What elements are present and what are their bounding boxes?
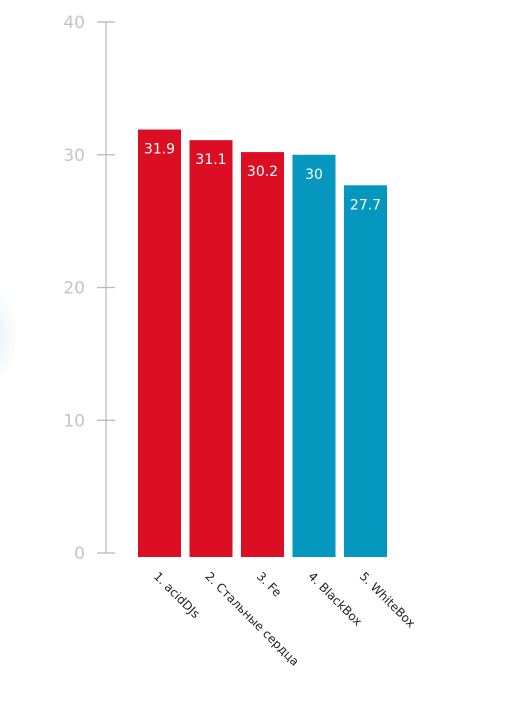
bar — [138, 129, 181, 557]
category-label: 4. BlackBox — [305, 569, 364, 628]
bar — [344, 185, 387, 557]
bar — [292, 154, 336, 557]
y-axis: 0 10 20 30 40 — [63, 13, 115, 564]
category-label: 1. acidDJs — [151, 569, 203, 621]
y-tick-label: 20 — [63, 279, 85, 299]
y-tick-label: 30 — [63, 146, 85, 166]
bar — [241, 152, 284, 557]
bar-value-label: 30 — [305, 167, 323, 183]
bars-group: 31.9 31.1 30.2 30 27.7 — [138, 129, 387, 557]
left-edge-glow — [0, 290, 16, 380]
bar-value-label: 27.7 — [350, 197, 381, 213]
bar-value-label: 31.9 — [144, 142, 175, 158]
y-tick-label: 40 — [63, 13, 85, 33]
y-tick-label: 0 — [74, 544, 85, 564]
bar — [189, 140, 233, 557]
category-label: 3. Fe — [254, 569, 284, 599]
bar-value-label: 30.2 — [247, 164, 278, 180]
y-tick-label: 10 — [63, 411, 85, 431]
bar-value-label: 31.1 — [195, 152, 226, 168]
category-label: 2. Стальные сердца — [202, 569, 301, 668]
category-label: 5. WhiteBox — [357, 569, 418, 630]
